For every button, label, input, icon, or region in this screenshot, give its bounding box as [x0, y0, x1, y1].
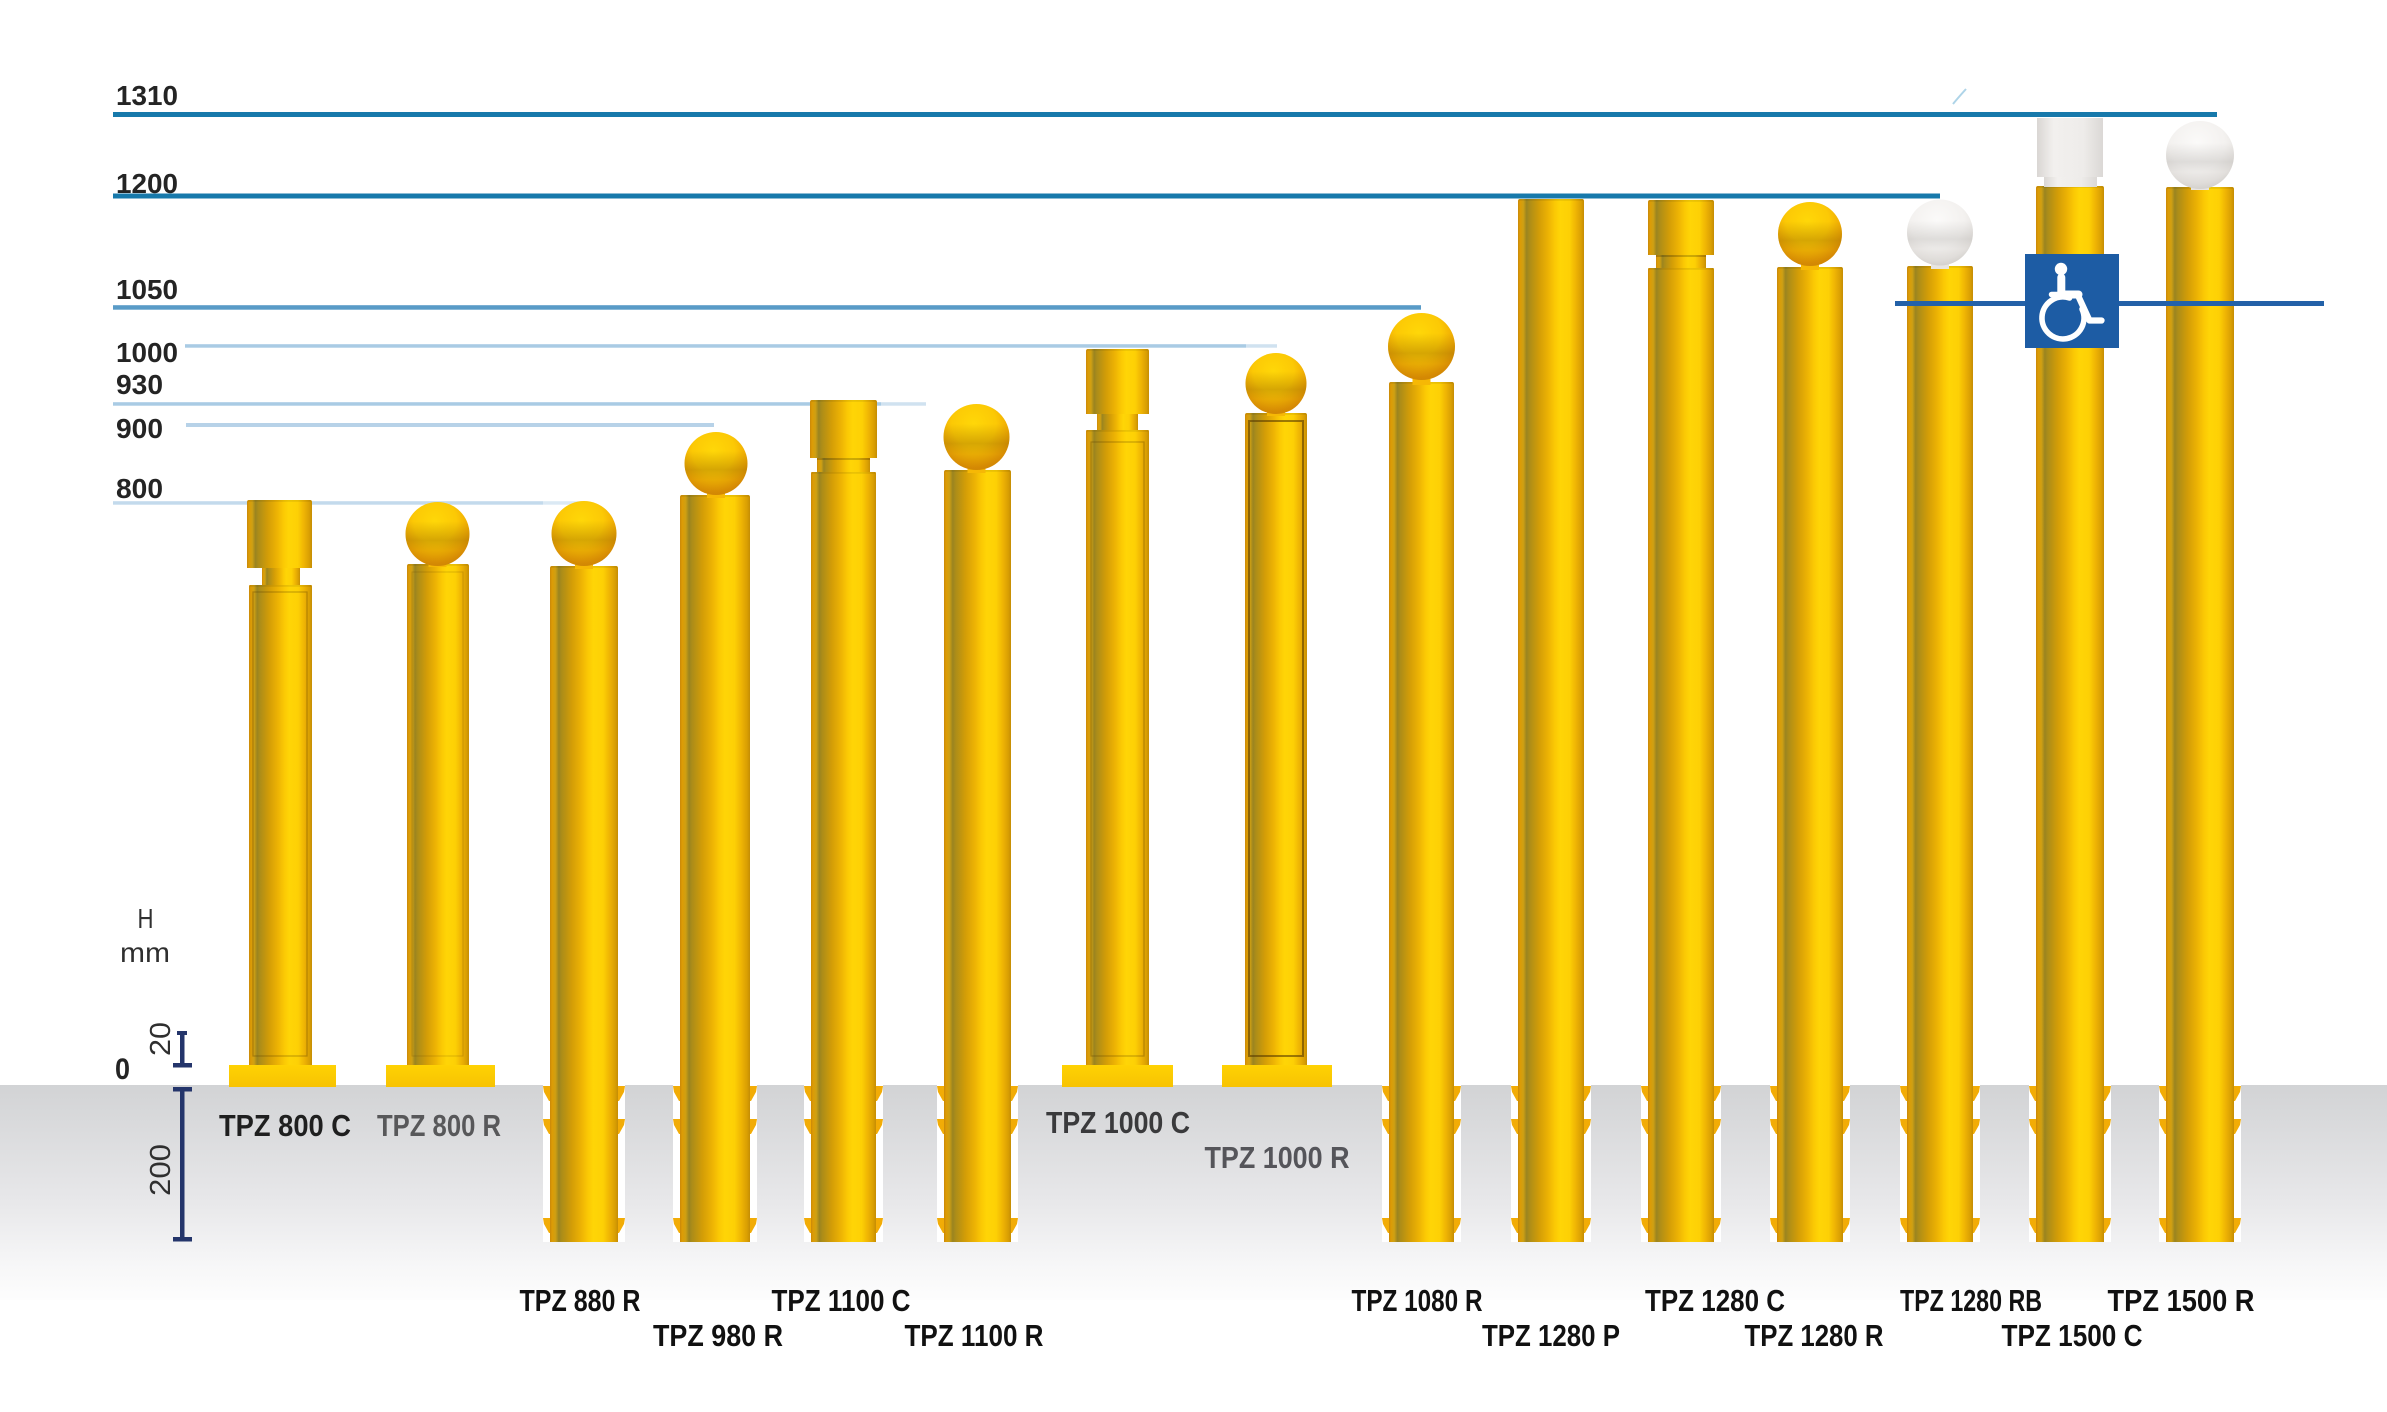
svg-text:TPZ 1000 R: TPZ 1000 R	[1205, 1140, 1350, 1175]
svg-text:TPZ 800 C: TPZ 800 C	[219, 1108, 351, 1143]
svg-text:TPZ 880 R: TPZ 880 R	[520, 1283, 641, 1318]
svg-text:TPZ 800 R: TPZ 800 R	[377, 1108, 501, 1143]
svg-text:TPZ 1280 P: TPZ 1280 P	[1482, 1318, 1620, 1353]
svg-text:TPZ 1080 R: TPZ 1080 R	[1352, 1283, 1483, 1318]
svg-text:1310: 1310	[116, 80, 178, 111]
svg-text:0: 0	[115, 1053, 130, 1086]
svg-text:TPZ 1000 C: TPZ 1000 C	[1046, 1105, 1190, 1140]
svg-text:TPZ 1100 C: TPZ 1100 C	[772, 1283, 911, 1318]
svg-text:900: 900	[116, 413, 163, 444]
svg-text:TPZ 1280 R: TPZ 1280 R	[1745, 1318, 1884, 1353]
svg-text:930: 930	[116, 369, 163, 400]
svg-text:800: 800	[116, 473, 163, 504]
svg-text:TPZ 1280 RB: TPZ 1280 RB	[1900, 1283, 2042, 1318]
svg-text:H: H	[138, 903, 154, 934]
svg-text:mm: mm	[120, 937, 170, 968]
svg-text:200: 200	[145, 1144, 177, 1196]
svg-text:TPZ 1500 C: TPZ 1500 C	[2002, 1318, 2143, 1353]
svg-text:TPZ 1280 C: TPZ 1280 C	[1645, 1283, 1785, 1318]
svg-text:1200: 1200	[116, 168, 178, 199]
svg-text:TPZ 1100 R: TPZ 1100 R	[905, 1318, 1044, 1353]
svg-text:TPZ 980 R: TPZ 980 R	[653, 1318, 783, 1353]
svg-text:TPZ 1500 R: TPZ 1500 R	[2108, 1283, 2255, 1318]
svg-text:20: 20	[145, 1022, 177, 1056]
svg-text:1000: 1000	[116, 337, 178, 368]
svg-text:1050: 1050	[116, 274, 178, 305]
